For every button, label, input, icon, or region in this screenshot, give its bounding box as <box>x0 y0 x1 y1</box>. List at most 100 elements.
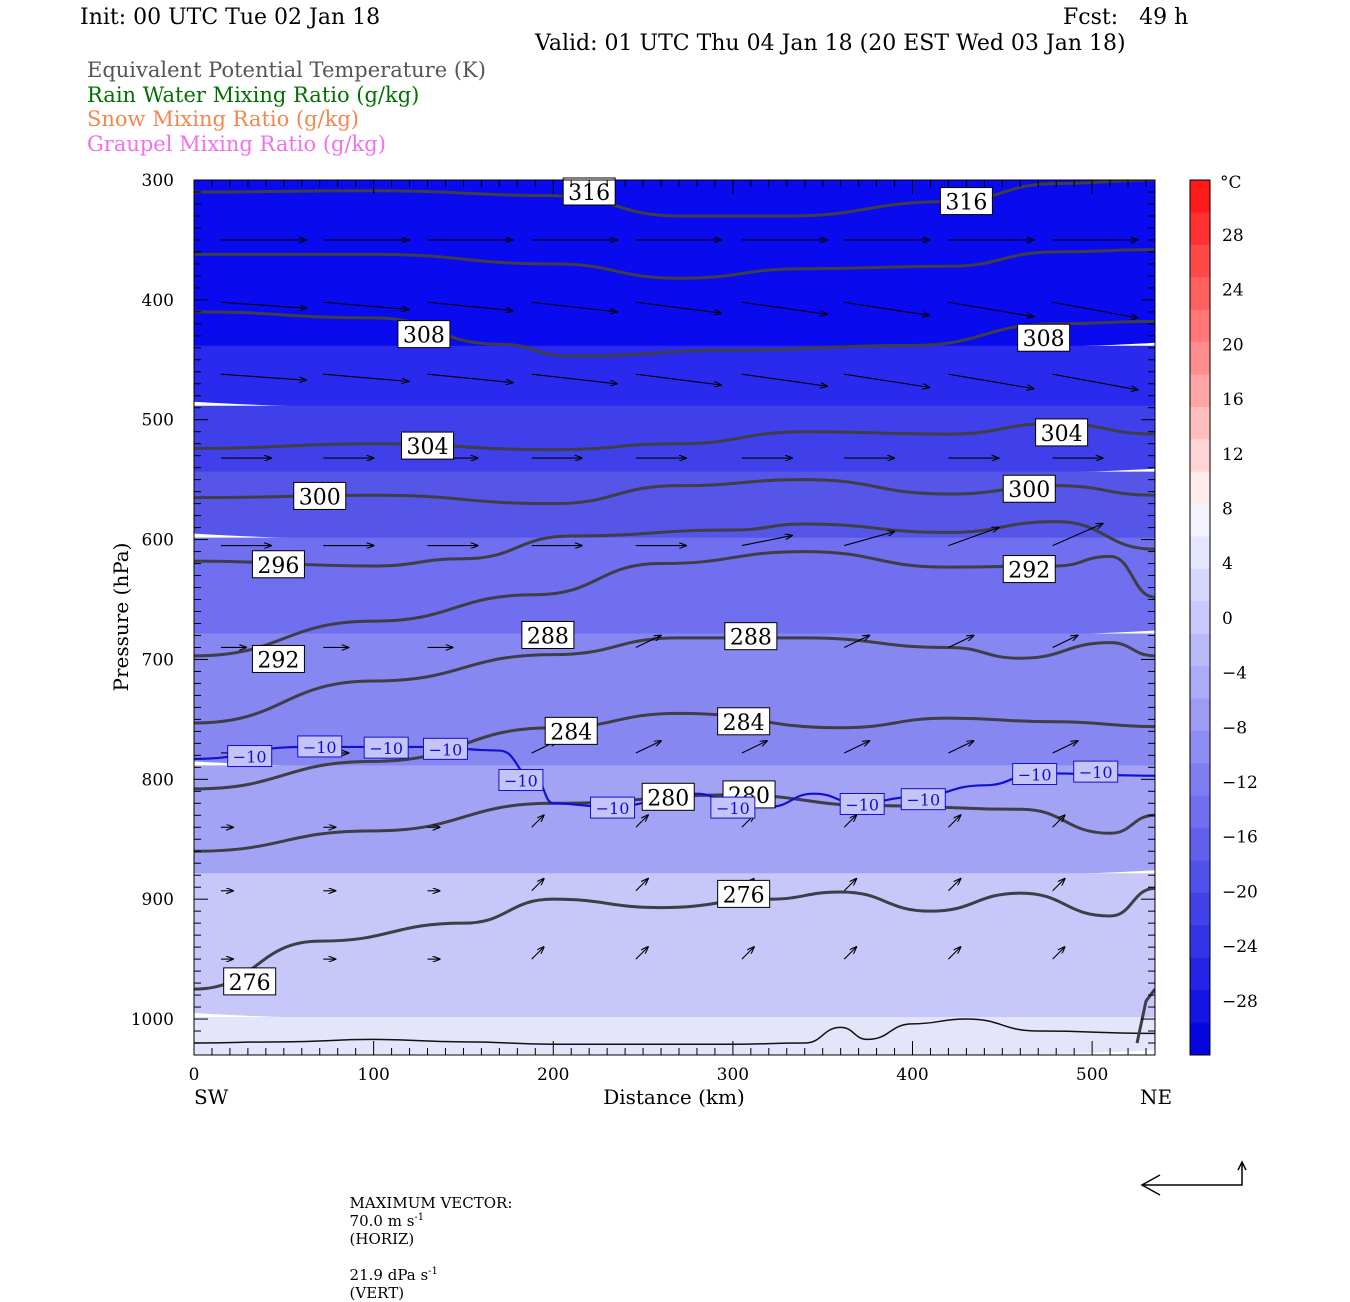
theta-e-label-box <box>939 187 993 216</box>
wind-vector <box>741 373 827 386</box>
colorbar-cell <box>1190 666 1210 700</box>
theta-e-label-text: 292 <box>1008 559 1050 584</box>
colorbar-cell <box>1190 1022 1210 1056</box>
wind-vector <box>531 947 544 960</box>
wind-vector <box>1052 947 1065 960</box>
isotherm-label: −10 <box>1073 760 1119 783</box>
wind-vector <box>531 815 544 828</box>
theta-e-label-box <box>251 550 305 579</box>
theta-e-contour-296 <box>194 520 1155 568</box>
isotherm-label-text: −10 <box>845 795 879 814</box>
isotherm-label-text: −10 <box>369 739 403 758</box>
init-time: Init: 00 UTC Tue 02 Jan 18 <box>80 5 381 30</box>
wind-vector <box>531 301 617 312</box>
colorbar-cell <box>1190 763 1210 797</box>
wind-vector <box>635 373 721 385</box>
isotherm-label-text: −10 <box>233 748 267 767</box>
theta-e-label-text: 304 <box>407 435 449 460</box>
theta-e-label-text: 296 <box>257 554 299 579</box>
y-tick-label: 600 <box>142 531 174 551</box>
temperature-shading <box>194 180 1155 1055</box>
colorbar-label: −4 <box>1222 664 1247 684</box>
theta-e-label: 304 <box>1035 418 1089 447</box>
theta-e-label-box <box>251 644 305 673</box>
wind-vector <box>844 301 929 315</box>
isotherm-label-text: −10 <box>1079 763 1113 782</box>
wind-vector <box>635 741 661 754</box>
wind-vector <box>635 301 721 313</box>
reference-vector-icon <box>1140 1160 1247 1196</box>
colorbar-label: 24 <box>1222 281 1244 301</box>
theta-e-label-text: 308 <box>1023 327 1065 352</box>
theta-e-label-text: 292 <box>257 648 299 673</box>
theta-e-label-text: 308 <box>403 324 445 349</box>
max-vector-horiz-unit: (HORIZ) <box>349 1230 415 1248</box>
wind-vector <box>635 947 648 960</box>
max-vector-horiz-sup: -1 <box>414 1212 425 1223</box>
theta-e-label-box <box>397 320 451 349</box>
isotherm-label: −10 <box>1012 763 1058 786</box>
axes: 300 400 500 600 700 800 900 1000 0 100 200 300 400 50… <box>131 171 1155 1085</box>
wind-vector <box>427 301 513 310</box>
colorbar-frame <box>1189 179 1211 1056</box>
wind-vector <box>844 532 894 547</box>
theta-e-label: 304 <box>401 431 455 460</box>
field-legend-item: Graupel Mixing Ratio (g/kg) <box>87 131 386 156</box>
theta-e-label: 296 <box>251 550 305 579</box>
isotherm-label: −10 <box>363 736 409 759</box>
colorbar: °C 28 24 20 16 12 8 4 0 −4 −8 −12 −16 −20 −24 −28 <box>1189 173 1258 1056</box>
theta-e-label-box <box>544 716 598 745</box>
isotherm-label: −10 <box>590 796 636 819</box>
colorbar-cell <box>1190 730 1210 764</box>
colorbar-label: 12 <box>1222 445 1244 465</box>
x-tick-label: 100 <box>357 1065 389 1085</box>
x-tick-label: 500 <box>1076 1065 1108 1085</box>
theta-e-label: 276 <box>717 879 771 908</box>
valid-time: Valid: 01 UTC Thu 04 Jan 18 (20 EST Wed … <box>535 31 1126 56</box>
theta-e-label: 288 <box>521 620 575 649</box>
theta-e-label-box <box>1002 555 1056 584</box>
isotherm-label-box <box>422 737 468 760</box>
y-tick-label: 800 <box>142 770 174 790</box>
wind-vector <box>844 635 869 648</box>
colorbar-cell <box>1190 277 1210 311</box>
isotherm-label-text: −10 <box>504 772 538 791</box>
colorbar-label: 0 <box>1222 609 1233 629</box>
theta-e-label-box <box>401 431 455 460</box>
colorbar-label: −20 <box>1222 882 1258 902</box>
wind-vector <box>635 815 648 828</box>
theta-e-label-box <box>717 707 771 736</box>
colorbar-label: −16 <box>1222 828 1258 848</box>
isotherm-label-box <box>498 769 544 792</box>
theta-e-label: 284 <box>717 707 771 736</box>
isotherm-label-text: −10 <box>596 799 630 818</box>
isotherm-label-text: −10 <box>716 799 750 818</box>
theta-e-label-text: 288 <box>527 624 569 649</box>
theta-e-label: 308 <box>1017 323 1071 352</box>
theta-e-label-text: 284 <box>723 711 765 736</box>
colorbar-cell <box>1190 536 1210 570</box>
colorbar-label: 8 <box>1222 500 1233 520</box>
theta-e-label: 316 <box>939 187 993 216</box>
colorbar-cell <box>1190 601 1210 635</box>
theta-e-label: 288 <box>724 622 778 651</box>
theta-e-contour-304 <box>194 421 1155 452</box>
x-end-label-ne: NE <box>1140 1085 1172 1109</box>
isotherm-label: −10 <box>422 737 468 760</box>
wind-vector <box>948 947 960 960</box>
wind-vector <box>220 301 306 308</box>
colorbar-cell <box>1190 990 1210 1024</box>
isotherm-label: −10 <box>900 788 946 811</box>
colorbar-cell <box>1190 828 1210 862</box>
isotherm-label-text: −10 <box>303 738 337 757</box>
field-legend-item: Equivalent Potential Temperature (K) <box>87 58 486 82</box>
colorbar-label: −8 <box>1222 718 1247 738</box>
y-tick-label: 300 <box>142 171 174 191</box>
colorbar-cell <box>1190 504 1210 537</box>
y-axis-title: Pressure (hPa) <box>109 543 133 692</box>
wind-vector <box>1052 635 1078 648</box>
wind-vector <box>635 879 648 892</box>
theta-e-label: 316 <box>562 177 616 206</box>
wind-vector <box>1052 301 1138 318</box>
wind-vector <box>323 373 408 381</box>
